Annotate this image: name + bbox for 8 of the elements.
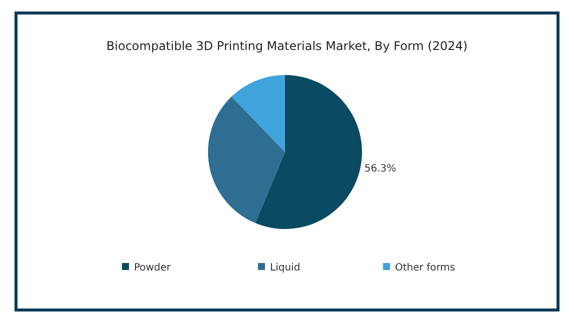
pie-slice — [208, 96, 285, 224]
pie-slice — [232, 75, 285, 152]
pie-slice — [255, 75, 362, 229]
chart-title: Biocompatible 3D Printing Materials Market, By Form (2024) — [106, 39, 468, 53]
legend-label: Liquid — [270, 262, 300, 274]
legend-label: Powder — [134, 262, 172, 274]
data-label: 56.3% — [364, 163, 396, 174]
legend-label: Other forms — [395, 262, 456, 274]
